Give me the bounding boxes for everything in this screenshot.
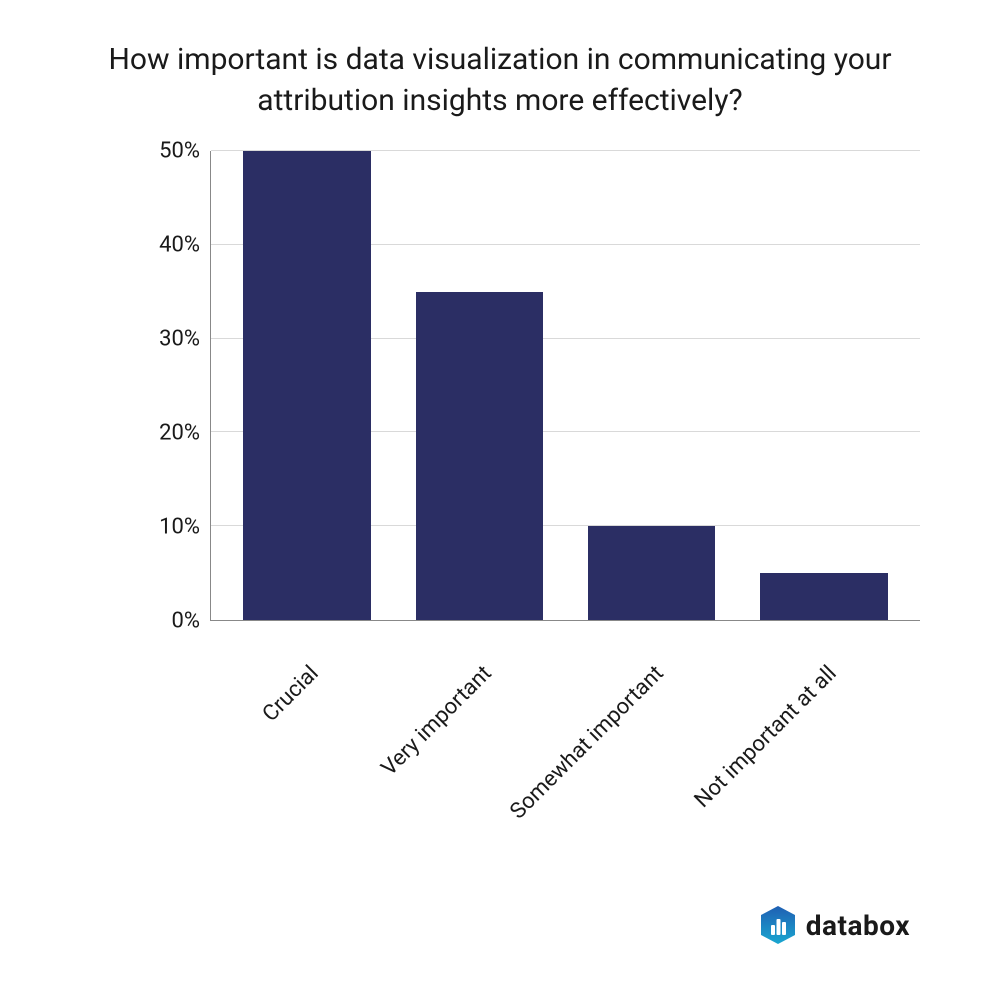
- bar-slot: [566, 151, 738, 620]
- brand-logo: databox: [760, 905, 910, 945]
- xtick-label: Very important: [376, 661, 496, 781]
- ytick-label-40: 40%: [140, 233, 200, 258]
- bars-group: [211, 151, 920, 620]
- ytick-label-30: 30%: [140, 327, 200, 352]
- xtick-label: Crucial: [258, 661, 324, 727]
- bar-slot: [393, 151, 565, 620]
- bar-crucial: [243, 151, 370, 620]
- bar-not-important: [760, 573, 887, 620]
- ytick-label-0: 0%: [140, 609, 200, 634]
- plot-region: [210, 151, 920, 621]
- ytick-label-10: 10%: [140, 515, 200, 540]
- x-axis-labels: Crucial Very important Somewhat importan…: [210, 651, 920, 851]
- chart-area: 0% 10% 20% 30% 40% 50%: [140, 151, 920, 651]
- databox-icon: [760, 905, 796, 945]
- ytick-label-20: 20%: [140, 421, 200, 446]
- chart-title: How important is data visualization in c…: [50, 40, 950, 151]
- brand-name: databox: [806, 909, 910, 942]
- chart-container: How important is data visualization in c…: [0, 0, 1000, 1000]
- bar-slot: [738, 151, 910, 620]
- bar-slot: [221, 151, 393, 620]
- bar-very-important: [416, 292, 543, 620]
- ytick-label-50: 50%: [140, 139, 200, 164]
- bar-somewhat-important: [588, 526, 715, 620]
